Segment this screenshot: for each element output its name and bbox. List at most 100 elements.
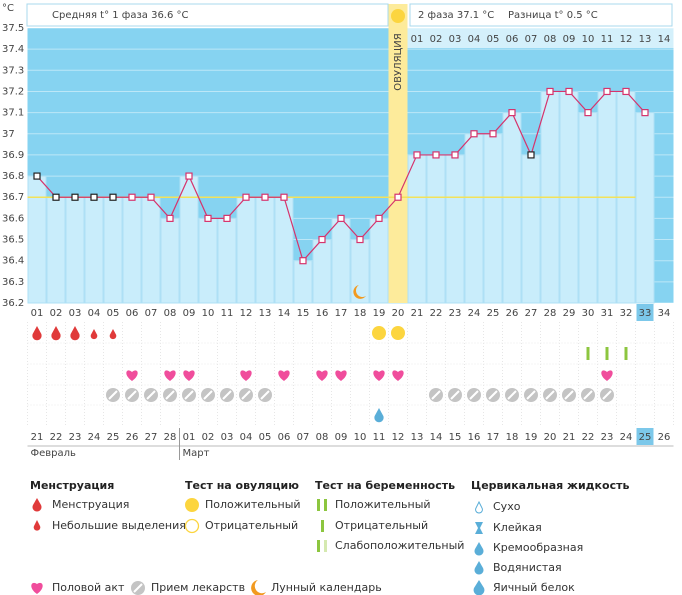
temperature-column bbox=[483, 133, 503, 304]
medication-stripe bbox=[146, 390, 156, 400]
date-label: 03 bbox=[221, 432, 234, 443]
x-tick-label: 01 bbox=[31, 308, 44, 319]
x-tick-label: 03 bbox=[69, 308, 82, 319]
plot: 36.2 36.3 36.4 36.5 36.6 36.7 36.8 36.9 37 37.1 37… bbox=[2, 4, 674, 460]
temperature-point bbox=[109, 193, 117, 201]
temperature-column bbox=[46, 196, 66, 304]
phase2-strip bbox=[407, 28, 674, 48]
date-label: 17 bbox=[487, 432, 500, 443]
date-label: 21 bbox=[563, 432, 576, 443]
pregnancy-test-negative bbox=[586, 347, 590, 360]
x-tick-label: 11 bbox=[221, 308, 234, 319]
temperature-point bbox=[90, 193, 98, 201]
medication-stripe bbox=[507, 390, 517, 400]
date-label: 21 bbox=[31, 432, 44, 443]
phase2-day-label: 03 bbox=[449, 34, 462, 45]
temperature-point bbox=[223, 214, 231, 222]
medication-stripe bbox=[602, 390, 612, 400]
temperature-point bbox=[318, 235, 326, 244]
ovulation-icon bbox=[391, 9, 405, 23]
x-tick-label: 34 bbox=[658, 308, 671, 319]
legend-icon bbox=[324, 540, 327, 552]
x-tick-label: 24 bbox=[468, 308, 481, 319]
temperature-point bbox=[603, 87, 611, 96]
y-tick-label: 36.9 bbox=[2, 150, 24, 161]
date-label: 24 bbox=[620, 432, 633, 443]
temperature-point bbox=[166, 214, 174, 222]
temperature-column bbox=[141, 196, 161, 304]
legend-item: Клейкая bbox=[493, 521, 542, 534]
legend-item: Половой акт bbox=[52, 581, 125, 594]
today-highlight bbox=[636, 304, 654, 321]
temperature-column bbox=[255, 196, 275, 304]
legend-icon bbox=[32, 498, 42, 512]
date-label: 25 bbox=[107, 432, 120, 443]
temperature-column bbox=[122, 196, 142, 304]
temperature-point bbox=[375, 214, 383, 222]
temperature-column bbox=[407, 154, 427, 304]
medication-stripe bbox=[203, 390, 213, 400]
temperature-column bbox=[65, 196, 85, 304]
date-label: 05 bbox=[259, 432, 272, 443]
x-tick-label: 02 bbox=[50, 308, 63, 319]
y-tick-label: 36.3 bbox=[2, 277, 24, 288]
legend-item: Лунный календарь bbox=[271, 581, 382, 594]
temperature-point bbox=[204, 214, 212, 222]
menstruation-icon bbox=[32, 326, 42, 341]
x-tick-label: 23 bbox=[449, 308, 462, 319]
temperature-column bbox=[179, 175, 199, 304]
temperature-point bbox=[71, 193, 79, 201]
intercourse-icon bbox=[335, 370, 347, 381]
legend-icon bbox=[474, 542, 484, 556]
legend-icon bbox=[33, 520, 41, 531]
temperature-column bbox=[198, 217, 218, 304]
phase2-day-label: 09 bbox=[563, 34, 576, 45]
temperature-column bbox=[445, 154, 465, 304]
date-label: 15 bbox=[449, 432, 462, 443]
date-label: 04 bbox=[240, 432, 253, 443]
date-label: 24 bbox=[88, 432, 101, 443]
x-tick-label: 09 bbox=[183, 308, 196, 319]
medication-stripe bbox=[469, 390, 479, 400]
phase2-day-label: 10 bbox=[582, 34, 595, 45]
month-label: Март bbox=[183, 448, 210, 459]
temperature-difference: Разница t° 0.5 °C bbox=[508, 10, 598, 21]
x-tick-label: 32 bbox=[620, 308, 633, 319]
temperature-column bbox=[293, 260, 313, 304]
date-label: 08 bbox=[316, 432, 329, 443]
x-tick-label: 28 bbox=[544, 308, 557, 319]
intercourse-icon bbox=[373, 370, 385, 381]
legend-item: Менструация bbox=[52, 498, 129, 511]
temperature-column bbox=[331, 217, 351, 304]
phase2-day-label: 06 bbox=[506, 34, 519, 45]
x-tick-label: 29 bbox=[563, 308, 576, 319]
temperature-point bbox=[546, 87, 554, 96]
header-box bbox=[409, 3, 673, 27]
temperature-point bbox=[527, 151, 535, 159]
temperature-point bbox=[185, 172, 193, 180]
legend-icon bbox=[317, 499, 320, 511]
x-tick-label: 25 bbox=[487, 308, 500, 319]
y-tick-label: 36.8 bbox=[2, 171, 24, 182]
date-label: 20 bbox=[544, 432, 557, 443]
x-tick-label: 04 bbox=[88, 308, 101, 319]
legend-icon bbox=[474, 561, 484, 575]
date-label: 06 bbox=[278, 432, 291, 443]
medication-stripe bbox=[108, 390, 118, 400]
temperature-point bbox=[394, 193, 402, 201]
spotting-icon bbox=[90, 329, 98, 340]
phase2-day-label: 14 bbox=[658, 34, 671, 45]
date-label: 23 bbox=[69, 432, 82, 443]
legend-item: Положительный bbox=[335, 498, 431, 511]
x-tick-label: 15 bbox=[297, 308, 310, 319]
x-tick-label: 10 bbox=[202, 308, 215, 319]
legend-item: Отрицательный bbox=[205, 519, 298, 532]
legend-icon bbox=[473, 580, 485, 595]
medication-stripe bbox=[241, 390, 251, 400]
date-label: 22 bbox=[50, 432, 63, 443]
cervical-fluid-icon bbox=[374, 408, 384, 423]
y-tick-label: 36.6 bbox=[2, 213, 24, 224]
x-tick-label: 33 bbox=[639, 308, 652, 319]
temperature-column bbox=[635, 112, 655, 304]
y-tick-label: 36.4 bbox=[2, 256, 24, 267]
